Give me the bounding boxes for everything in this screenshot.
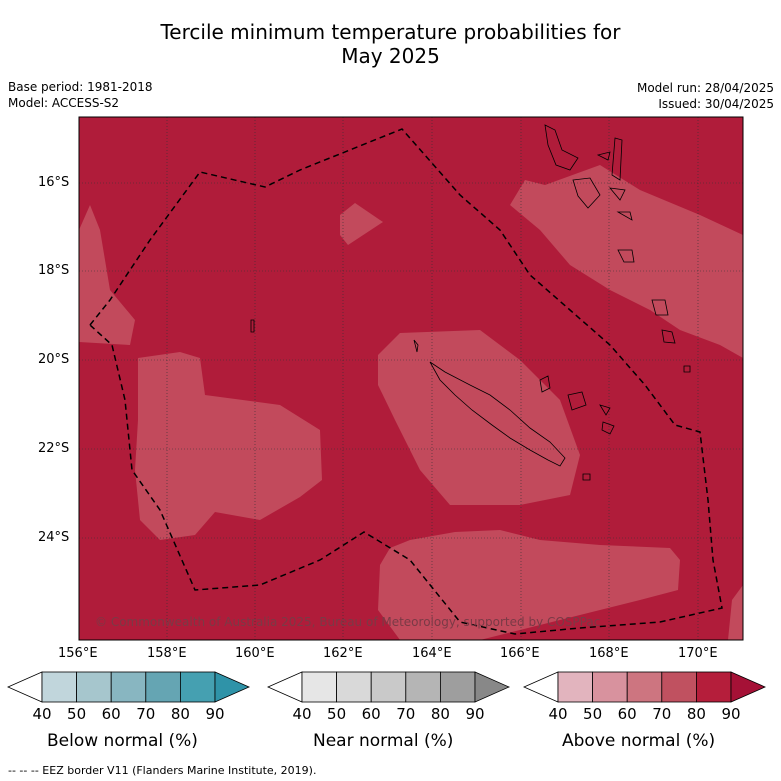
colorbar-extend-low: [267, 671, 303, 703]
issued-date: Issued: 30/04/2025: [658, 97, 774, 111]
coastlines: [250, 124, 691, 481]
light-region-dot-b: [490, 562, 506, 574]
colorbar-tick: 70: [136, 705, 156, 723]
light-region-central-west: [135, 352, 322, 540]
map-title-line1: Tercile minimum temperature probabilitie…: [160, 20, 621, 44]
colorbar-segment: [592, 671, 628, 703]
lat-tick: 16°S: [38, 175, 70, 190]
colorbar-segment: [110, 671, 147, 703]
lon-tick: 156°E: [58, 646, 98, 661]
eez-legend-footer: -- -- -- EEZ border V11 (Flanders Marine…: [8, 764, 317, 777]
light-region-north-small: [340, 203, 383, 245]
map-title-line2: May 2025: [341, 44, 440, 68]
colorbar-segment: [661, 671, 697, 703]
new-caledonia-island: [429, 361, 566, 467]
lon-tick: 162°E: [323, 646, 363, 661]
colorbar-extend-high: [214, 671, 250, 703]
colorbar-tick: 60: [361, 705, 381, 723]
colorbar-extend-low: [7, 671, 43, 703]
colorbar-tick: 90: [465, 705, 485, 723]
colorbar-extend-high: [730, 671, 766, 703]
eez-border: [88, 128, 723, 635]
light-region-dot-a: [263, 422, 276, 436]
model-run: Model run: 28/04/2025: [636, 81, 774, 95]
colorbar-segment: [76, 671, 112, 703]
colorbar-segment: [336, 671, 372, 703]
lon-tick: 166°E: [500, 646, 540, 661]
colorbar-tick: 50: [327, 705, 347, 723]
colorbar-segment: [405, 671, 441, 703]
colorbar-tick: 70: [396, 705, 416, 723]
colorbar-tick: 50: [67, 705, 87, 723]
colorbar-segment: [145, 671, 181, 703]
lat-tick: 22°S: [38, 441, 70, 456]
colorbar-tick: 60: [617, 705, 637, 723]
lon-tick: 158°E: [147, 646, 187, 661]
colorbar-label-near: Near normal (%): [313, 731, 454, 751]
lon-tick: 164°E: [412, 646, 452, 661]
colorbar-tick: 90: [721, 705, 741, 723]
loyalty-islands: [539, 375, 615, 435]
colorbar-tick: 40: [32, 705, 52, 723]
colorbar-tick: 40: [292, 705, 312, 723]
lat-tick: 20°S: [38, 352, 70, 367]
colorbar-segment: [626, 671, 663, 703]
colorbar-segment: [696, 671, 732, 703]
map-gridlines: [79, 117, 743, 640]
colorbar-segment: [301, 671, 337, 703]
lon-tick: 160°E: [235, 646, 275, 661]
lon-tick: 168°E: [589, 646, 629, 661]
copyright-notice: © Commonwealth of Australia 2025, Bureau…: [95, 615, 600, 629]
colorbar-segment: [41, 671, 77, 703]
colorbar-extend-low: [523, 671, 559, 703]
colorbar-extend-high: [474, 671, 510, 703]
light-region-south: [378, 530, 680, 640]
colorbar-segment: [179, 671, 216, 703]
colorbar-above-normal: [523, 671, 766, 703]
colorbar-near-normal: [267, 671, 510, 703]
light-region-northeast: [510, 165, 743, 358]
colorbar-label-above: Above normal (%): [562, 731, 716, 751]
colorbar-tick: 70: [652, 705, 672, 723]
map-frame: [78, 116, 744, 641]
colorbar-tick: 40: [548, 705, 568, 723]
colorbar-label-below: Below normal (%): [47, 731, 198, 751]
base-period: Base period: 1981-2018: [8, 80, 153, 94]
light-region-west: [79, 205, 135, 345]
colorbar-tick: 50: [583, 705, 603, 723]
colorbar-tick: 90: [205, 705, 225, 723]
colorbar-tick: 60: [101, 705, 121, 723]
probability-map: © Commonwealth of Australia 2025, Bureau…: [79, 117, 743, 640]
colorbar-below-normal: [7, 671, 250, 703]
colorbar-tick: 80: [430, 705, 450, 723]
lat-tick: 24°S: [38, 530, 70, 545]
lon-tick: 170°E: [678, 646, 718, 661]
colorbar-tick: 80: [170, 705, 190, 723]
model-name: Model: ACCESS-S2: [8, 96, 120, 110]
light-region-southeast-corner: [728, 585, 743, 640]
colorbar-segment: [370, 671, 407, 703]
colorbar-tick: 80: [686, 705, 706, 723]
vanuatu-islands: [544, 124, 691, 373]
lat-tick: 18°S: [38, 263, 70, 278]
colorbar-segment: [557, 671, 593, 703]
colorbar-segment: [439, 671, 476, 703]
small-islets: [250, 319, 591, 481]
light-region-new-caledonia: [378, 330, 580, 505]
